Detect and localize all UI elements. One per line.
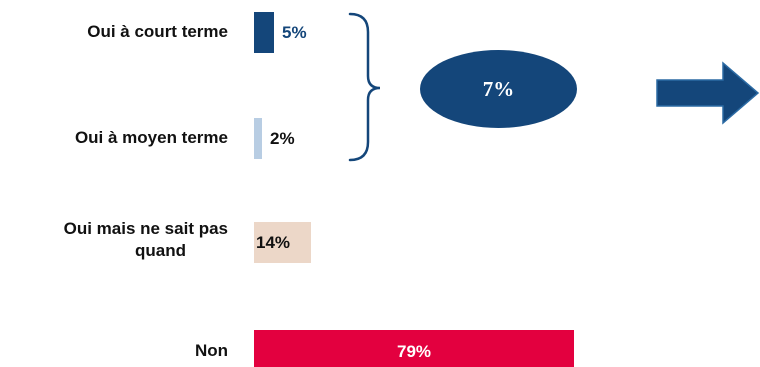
bar-moyen-terme — [254, 118, 262, 159]
group-total-ellipse: 7% — [420, 50, 577, 128]
category-label-moyen-terme: Oui à moyen terme — [75, 127, 228, 149]
category-label-non: Non — [195, 340, 228, 362]
category-label-court-terme: Oui à court terme — [87, 21, 228, 43]
group-total-label: 7% — [482, 76, 515, 101]
arrow-right-icon — [656, 61, 760, 125]
category-label-sait-pas-quand: Oui mais ne sait pas quand — [64, 218, 228, 262]
group-brace — [348, 12, 381, 162]
value-label-moyen-terme: 2% — [270, 129, 295, 148]
category-label-text-line-1: Oui mais ne sait pas — [63, 219, 228, 238]
bar-non — [254, 330, 574, 367]
bar-court-terme — [254, 12, 274, 53]
category-label-text: Non — [194, 341, 228, 360]
bar-sait-pas-quand — [254, 222, 311, 263]
value-label-court-terme: 5% — [282, 23, 307, 42]
category-label-text-line-2: quand — [135, 241, 186, 260]
category-label-text: Oui à court terme — [87, 22, 228, 41]
value-label-sait-pas-quand: 14% — [256, 233, 291, 252]
category-label-text: Oui à moyen terme — [74, 128, 228, 147]
value-label-non: 79% — [396, 342, 432, 361]
